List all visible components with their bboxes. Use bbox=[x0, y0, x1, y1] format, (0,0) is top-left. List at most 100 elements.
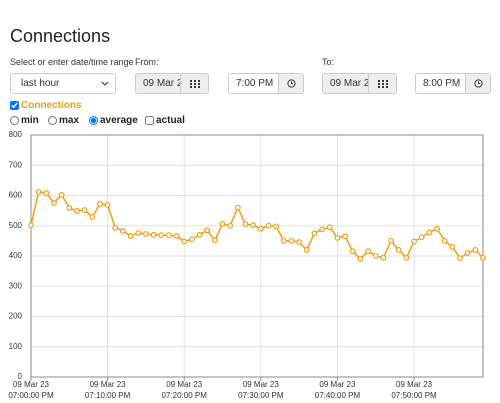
point bbox=[227, 222, 234, 229]
point bbox=[58, 191, 65, 198]
toggle-label: Connections bbox=[21, 100, 82, 111]
point bbox=[395, 247, 402, 253]
x-tick-date: 09 Mar 23 bbox=[243, 380, 280, 389]
clock-icon bbox=[286, 79, 296, 88]
point bbox=[280, 237, 287, 244]
chevron bbox=[101, 81, 109, 86]
x-tick-time: 07:00:00 PM bbox=[8, 391, 54, 400]
point bbox=[265, 222, 272, 229]
point bbox=[411, 238, 417, 245]
x-tick-time: 07:50:00 PM bbox=[391, 391, 437, 400]
point bbox=[234, 204, 241, 211]
option[interactable]: average bbox=[89, 115, 138, 126]
x-tick-time: 07:40:00 PM bbox=[315, 391, 361, 400]
option-label: average bbox=[100, 115, 138, 126]
point bbox=[457, 255, 463, 262]
y-tick-label: 0 bbox=[18, 372, 23, 381]
from-label: From: bbox=[135, 57, 159, 67]
point bbox=[35, 188, 42, 195]
point bbox=[464, 250, 471, 256]
point bbox=[158, 232, 165, 239]
point bbox=[434, 225, 440, 232]
option-label: min bbox=[21, 115, 39, 126]
checkbox[interactable] bbox=[145, 116, 154, 125]
point bbox=[319, 226, 326, 233]
point bbox=[150, 231, 157, 238]
point bbox=[349, 248, 356, 255]
y-tick-label: 500 bbox=[9, 221, 23, 230]
point bbox=[97, 201, 103, 207]
option-label: max bbox=[59, 115, 80, 126]
point bbox=[365, 248, 371, 255]
range-select[interactable]: last hour bbox=[10, 73, 116, 94]
point bbox=[380, 254, 387, 261]
point bbox=[242, 221, 249, 228]
point bbox=[89, 214, 96, 220]
y-tick-label: 100 bbox=[9, 342, 23, 351]
point bbox=[288, 237, 295, 244]
point bbox=[143, 231, 149, 237]
option[interactable]: actual bbox=[145, 115, 185, 126]
y-tick-label: 700 bbox=[9, 160, 23, 169]
calendar-button[interactable] bbox=[368, 73, 397, 94]
y-tick-label: 600 bbox=[9, 191, 23, 200]
x-tick-time: 07:30:00 PM bbox=[238, 391, 284, 400]
y-tick-label: 400 bbox=[9, 251, 23, 260]
radio[interactable] bbox=[10, 116, 19, 125]
x-tick-date: 09 Mar 23 bbox=[396, 380, 433, 389]
x-tick-date: 09 Mar 23 bbox=[166, 380, 203, 389]
point bbox=[403, 254, 410, 261]
from-date[interactable]: 09 Mar 23 bbox=[135, 73, 181, 94]
option[interactable]: min bbox=[10, 115, 39, 126]
point bbox=[74, 208, 80, 214]
point bbox=[311, 230, 318, 237]
point bbox=[472, 247, 479, 253]
radio[interactable] bbox=[89, 116, 98, 125]
point bbox=[81, 207, 88, 213]
point bbox=[188, 236, 195, 243]
range-label: Select or enter date/time range bbox=[10, 57, 134, 67]
series-toggle[interactable]: Connections bbox=[10, 100, 82, 111]
clock-button[interactable] bbox=[465, 73, 491, 94]
radio[interactable] bbox=[48, 116, 57, 125]
point bbox=[342, 233, 349, 240]
to-date[interactable]: 09 Mar 23 bbox=[322, 73, 369, 94]
option-label: actual bbox=[156, 115, 185, 126]
calendar-icon bbox=[189, 79, 200, 88]
point bbox=[257, 225, 264, 232]
point bbox=[165, 232, 172, 239]
option[interactable]: max bbox=[48, 115, 79, 126]
y-tick-label: 800 bbox=[9, 130, 23, 139]
point bbox=[211, 237, 218, 244]
point bbox=[418, 234, 425, 241]
point bbox=[326, 224, 333, 231]
point bbox=[204, 227, 211, 234]
point bbox=[104, 201, 111, 208]
point bbox=[181, 238, 188, 245]
clock-button[interactable] bbox=[278, 73, 304, 94]
calendar-button[interactable] bbox=[180, 73, 209, 94]
point bbox=[296, 239, 303, 245]
to-time[interactable]: 8:00 PM bbox=[415, 73, 466, 94]
point bbox=[173, 233, 180, 239]
point bbox=[250, 222, 257, 229]
from-time[interactable]: 7:00 PM bbox=[228, 73, 279, 94]
point bbox=[28, 222, 34, 229]
point bbox=[480, 254, 486, 261]
x-tick-date: 09 Mar 23 bbox=[13, 380, 50, 389]
point bbox=[43, 190, 50, 196]
point bbox=[334, 234, 341, 241]
clock-icon bbox=[473, 79, 483, 88]
point bbox=[388, 237, 394, 244]
x-tick-time: 07:20:00 PM bbox=[162, 391, 208, 400]
page-title: Connections bbox=[10, 26, 111, 46]
checkbox[interactable] bbox=[10, 101, 19, 110]
chart: 0 100 200 300 400 500 600 700 800 09 Mar 23 07:00:… bbox=[8, 130, 486, 400]
x-tick-time: 07:10:00 PM bbox=[85, 391, 131, 400]
point bbox=[120, 227, 126, 234]
point bbox=[357, 256, 364, 262]
point bbox=[303, 247, 310, 253]
point bbox=[196, 231, 203, 238]
range-value: last hour bbox=[21, 78, 60, 89]
